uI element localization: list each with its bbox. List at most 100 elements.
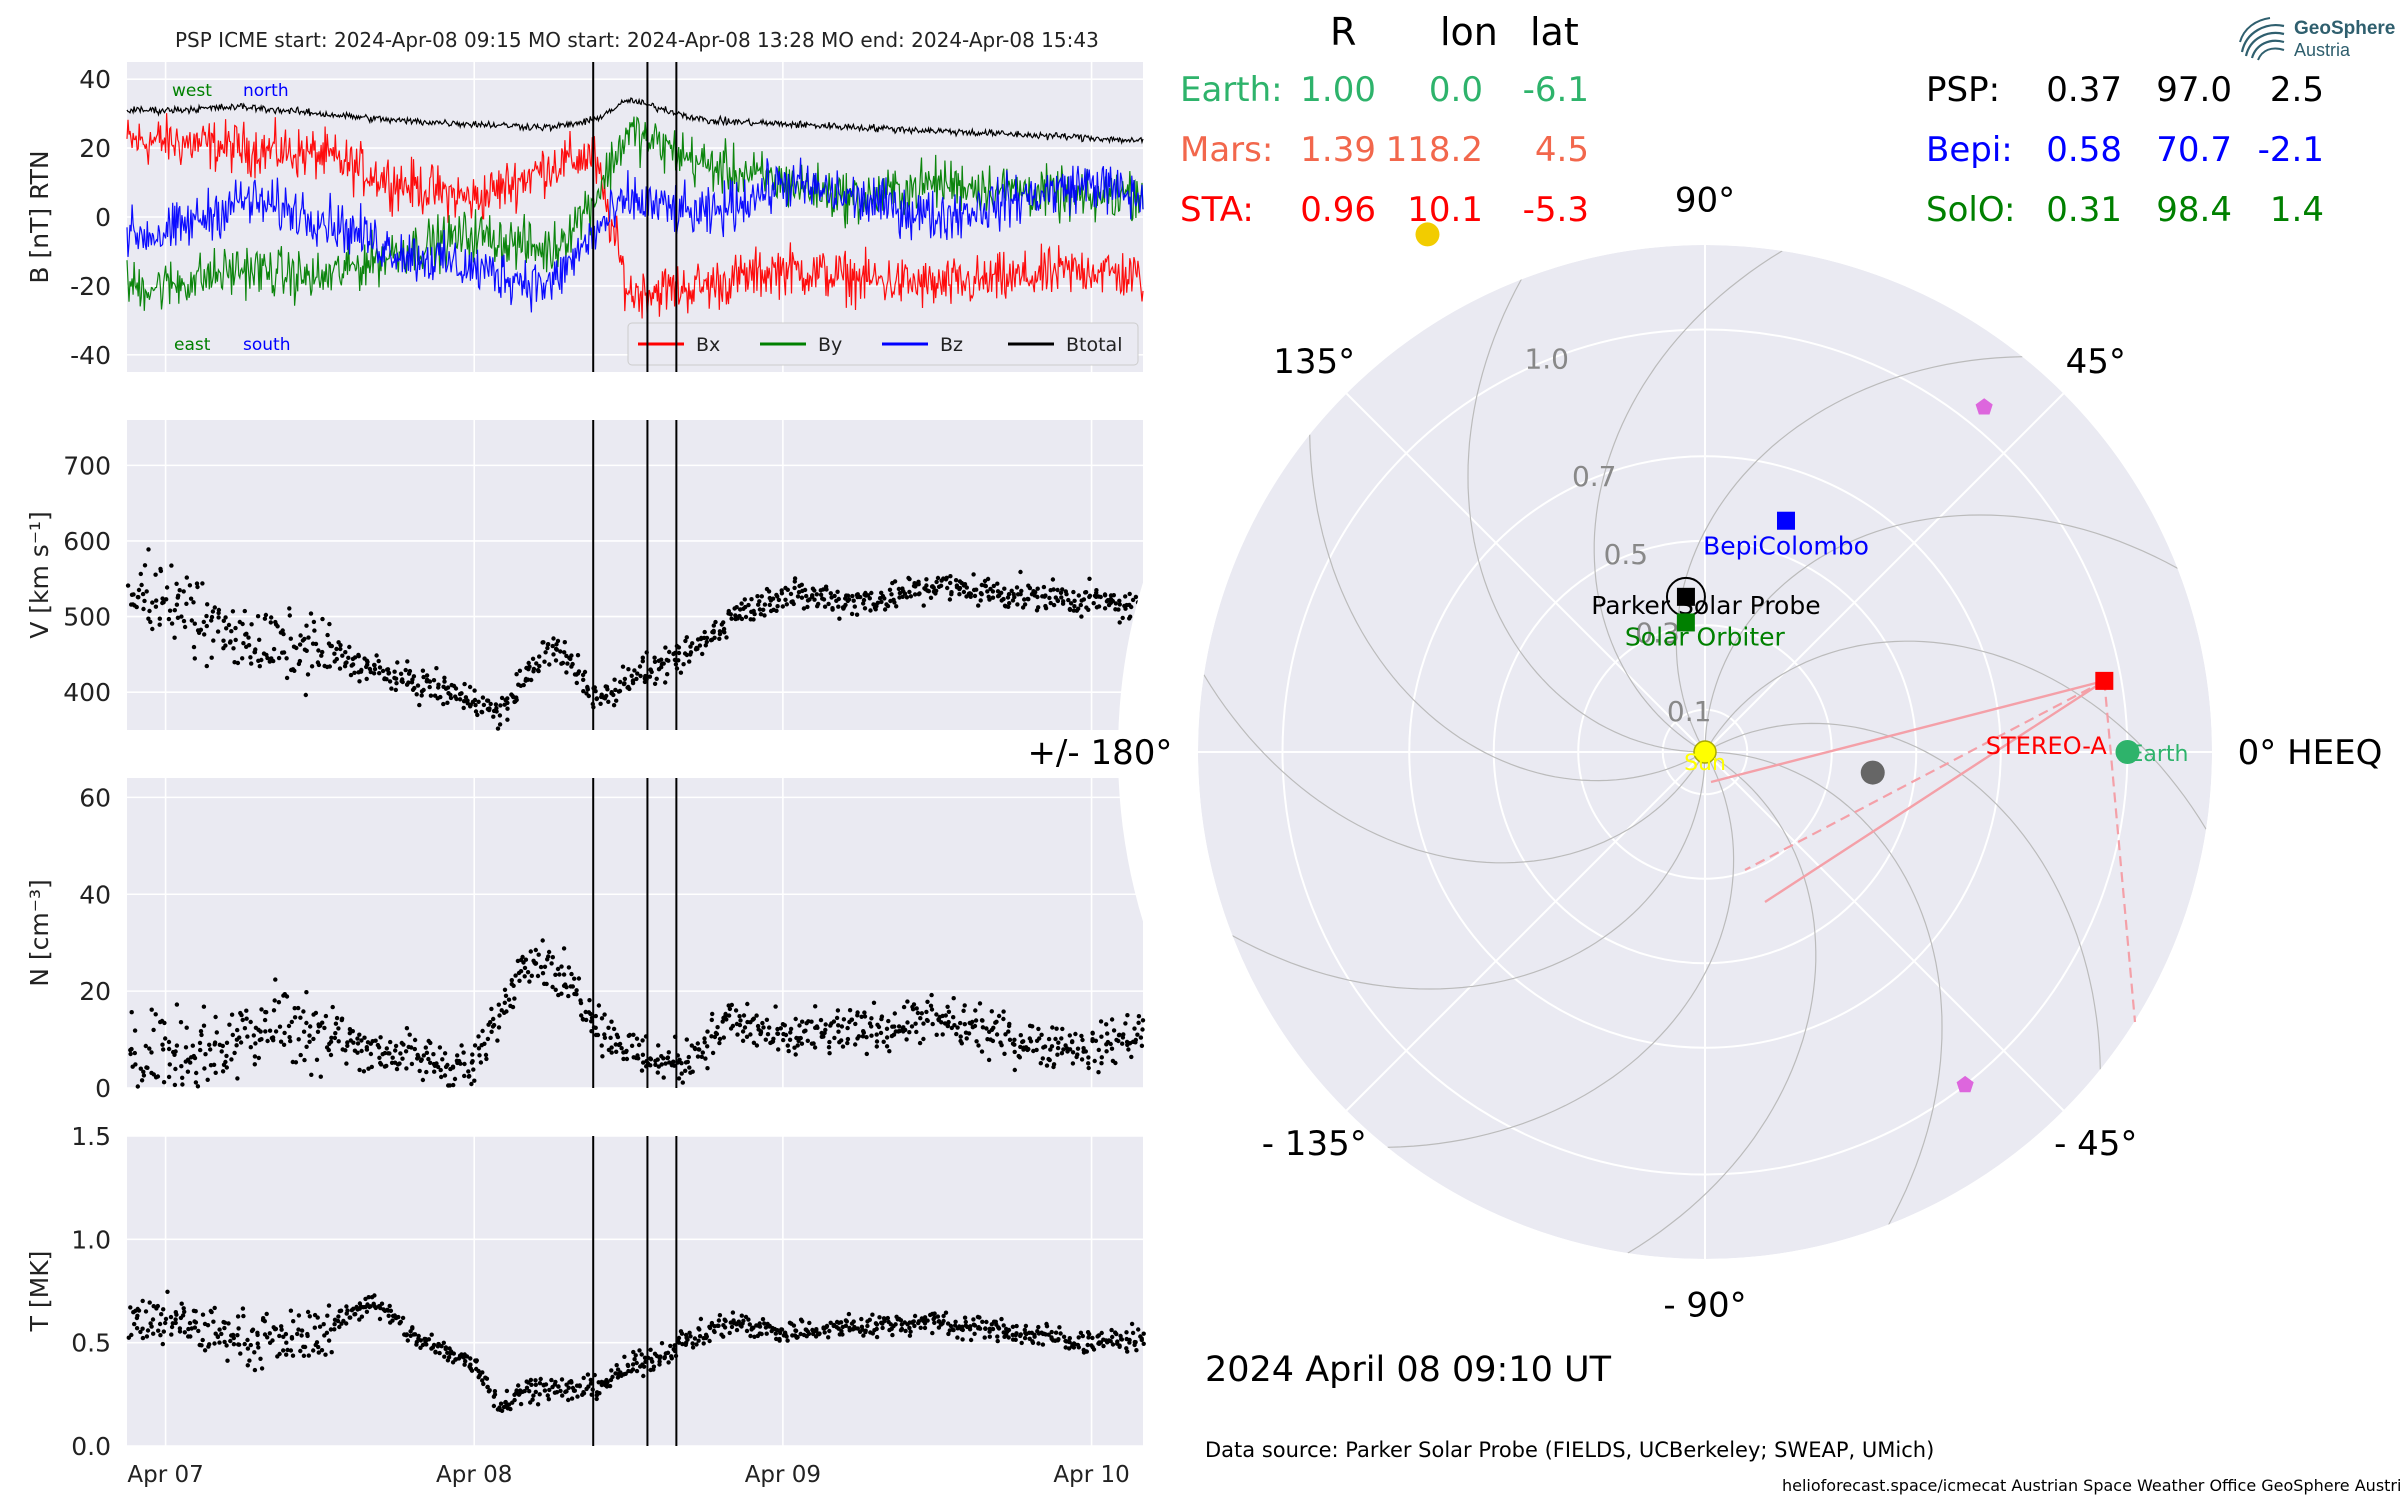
data-point: [479, 710, 485, 715]
y-tick-label: 20: [79, 977, 111, 1006]
data-point: [533, 947, 538, 953]
data-point: [523, 957, 529, 962]
data-point: [314, 1057, 320, 1063]
data-point: [917, 591, 922, 596]
data-point: [1034, 1047, 1039, 1053]
data-point: [630, 1367, 636, 1372]
data-point: [748, 1032, 753, 1037]
data-point: [469, 1081, 474, 1087]
data-point: [193, 1320, 199, 1325]
data-point: [864, 1051, 869, 1057]
data-point: [474, 1358, 479, 1363]
data-point: [1015, 602, 1020, 607]
data-point: [974, 587, 979, 592]
data-point: [393, 687, 398, 693]
data-point: [851, 598, 856, 603]
data-point: [1060, 1026, 1065, 1032]
data-point: [798, 1331, 803, 1337]
data-point: [923, 587, 928, 592]
data-point: [925, 999, 930, 1004]
data-point: [446, 1355, 452, 1360]
data-point: [441, 701, 446, 707]
data-point: [242, 1341, 247, 1347]
data-point: [929, 992, 934, 998]
data-point: [230, 1332, 236, 1338]
data-point: [132, 1028, 138, 1033]
data-point: [623, 1371, 628, 1377]
data-point: [843, 1323, 849, 1329]
data-point: [648, 1057, 654, 1062]
data-point: [914, 1006, 919, 1011]
data-point: [304, 1044, 309, 1050]
data-point: [192, 621, 197, 626]
data-point: [593, 1025, 598, 1031]
data-point: [273, 977, 278, 982]
data-point: [788, 1030, 793, 1035]
data-point: [990, 1038, 996, 1044]
data-point: [739, 1313, 744, 1318]
data-point: [878, 1030, 884, 1036]
data-point: [212, 1042, 217, 1047]
data-point: [1007, 1021, 1012, 1027]
data-point: [196, 1328, 201, 1334]
data-point: [1041, 584, 1047, 590]
data-point: [427, 684, 432, 690]
data-point: [1090, 1031, 1095, 1036]
data-point: [428, 1060, 433, 1066]
data-point: [489, 1029, 494, 1035]
data-point: [624, 1056, 630, 1062]
marker-object-grey: [1860, 760, 1885, 785]
data-point: [951, 1015, 956, 1020]
data-point: [549, 961, 554, 966]
data-point: [1124, 1346, 1129, 1351]
marker-object-pink-north: [1975, 398, 1993, 415]
data-point: [439, 1074, 444, 1080]
data-point: [244, 1008, 249, 1013]
data-point: [556, 1384, 561, 1389]
data-point: [386, 670, 392, 676]
data-point: [200, 581, 205, 586]
data-point: [930, 1021, 935, 1027]
data-point: [1116, 1038, 1121, 1044]
data-point: [1076, 593, 1082, 598]
data-point: [318, 1074, 323, 1079]
angle-label: +/- 180°: [1027, 733, 1172, 773]
data-point: [780, 604, 785, 609]
data-point: [546, 642, 551, 647]
data-point: [242, 608, 247, 614]
data-point: [994, 1032, 1000, 1037]
data-point: [344, 1321, 349, 1326]
data-point: [1123, 594, 1128, 599]
data-point: [784, 602, 789, 607]
data-point: [192, 1325, 198, 1330]
data-point: [252, 1350, 257, 1355]
data-point: [390, 1055, 395, 1060]
data-point: [656, 1043, 661, 1048]
data-point: [639, 1352, 644, 1357]
data-point: [717, 636, 722, 641]
table-row-name: SolO:: [1926, 190, 2016, 230]
data-point: [704, 635, 710, 641]
data-point: [796, 590, 802, 595]
data-point: [799, 582, 804, 587]
data-point: [909, 1024, 915, 1029]
data-point: [824, 1324, 829, 1330]
data-point: [533, 1382, 538, 1388]
data-point: [783, 597, 788, 602]
data-point: [464, 1354, 470, 1359]
data-point: [774, 1336, 779, 1342]
data-point: [419, 689, 425, 694]
data-point: [202, 1066, 207, 1071]
data-point: [476, 699, 481, 704]
data-point: [631, 1032, 636, 1038]
data-point: [245, 1346, 251, 1351]
data-point: [136, 1308, 142, 1313]
data-point: [652, 681, 658, 686]
data-point: [220, 1069, 226, 1074]
data-point: [186, 1326, 191, 1332]
data-point: [1099, 1055, 1105, 1060]
data-point: [634, 1360, 639, 1366]
data-point: [277, 1351, 282, 1357]
data-point: [462, 1362, 467, 1367]
data-point: [174, 1002, 180, 1007]
